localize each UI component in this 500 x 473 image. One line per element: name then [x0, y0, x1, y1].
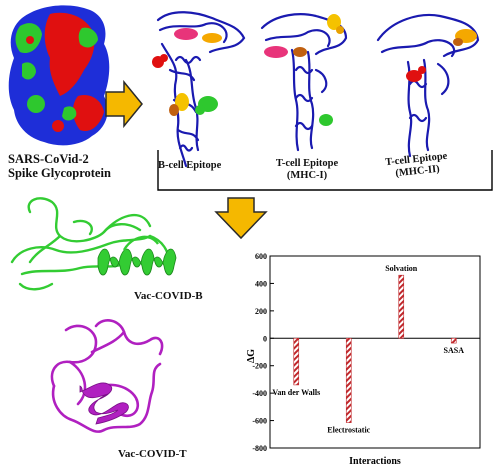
bar-group — [293, 274, 457, 423]
y-tick-label: -400 — [252, 389, 267, 398]
bcell-epitope-caption: B-cell Epitope — [158, 160, 222, 171]
y-tick-label: 0 — [263, 334, 267, 343]
epitope-bracket — [157, 150, 493, 191]
bar-data-label: SASA — [444, 346, 465, 355]
bar-data-label: Van der Walls — [272, 388, 320, 397]
arrow-down-icon — [214, 197, 268, 240]
y-tick-label: -800 — [252, 444, 267, 453]
bcell-epitope-ribbon — [156, 11, 246, 168]
tcell-mhc1-caption-line2: (MHC-I) — [286, 170, 328, 182]
chart-svg: 600 400 200 0 -200 -400 -600 -800 Van der Walls… — [246, 252, 481, 467]
y-tick-label: -200 — [252, 362, 267, 371]
y-axis-label: ΔG — [246, 349, 257, 363]
bar-label-group: Van der Walls Electrostatic Solvation SASA — [272, 264, 464, 434]
vac-covid-t-ribbon — [50, 319, 164, 433]
spike-glycoprotein-surface — [8, 5, 110, 146]
tcell-mhc1-caption-line1: T-cell Epitope — [275, 158, 339, 169]
vac-covid-t-caption: Vac-COVID-T — [118, 448, 187, 460]
bar-solvation — [398, 274, 405, 339]
spike-caption-line1: SARS-CoVid-2 — [8, 152, 89, 166]
vac-covid-b-caption: Vac-COVID-B — [134, 290, 203, 302]
arrow-right-icon — [105, 79, 143, 129]
spike-glycoprotein-caption: SARS-CoVid-2 Spike Glycoprotein — [8, 152, 111, 181]
y-tick-label: -600 — [252, 417, 267, 426]
bar-data-label: Electrostatic — [327, 426, 370, 435]
vac-covid-t-helix — [79, 382, 129, 425]
interaction-energy-chart: 600 400 200 0 -200 -400 -600 -800 Van der Walls… — [246, 248, 486, 468]
bar-data-label: Solvation — [385, 264, 418, 273]
tcell-mhc1-ribbon — [260, 13, 348, 152]
bar-van-der-walls — [293, 337, 300, 386]
x-axis-label: Interactions — [349, 456, 401, 467]
spike-caption-line2: Spike Glycoprotein — [8, 166, 111, 181]
y-tick-label: 600 — [255, 252, 267, 261]
vac-covid-b-ribbon — [10, 197, 170, 291]
plot-frame — [269, 255, 481, 449]
tcell-mhc1-caption: T-cell Epitope (MHC-I) — [262, 158, 352, 182]
y-tick-label: 400 — [255, 279, 267, 288]
y-tick-label: 200 — [255, 307, 267, 316]
bar-electrostatic — [345, 337, 352, 423]
y-tick-group: 600 400 200 0 -200 -400 -600 -800 — [252, 252, 480, 453]
vac-covid-b-helix — [97, 248, 177, 276]
bar-sasa — [450, 337, 457, 344]
